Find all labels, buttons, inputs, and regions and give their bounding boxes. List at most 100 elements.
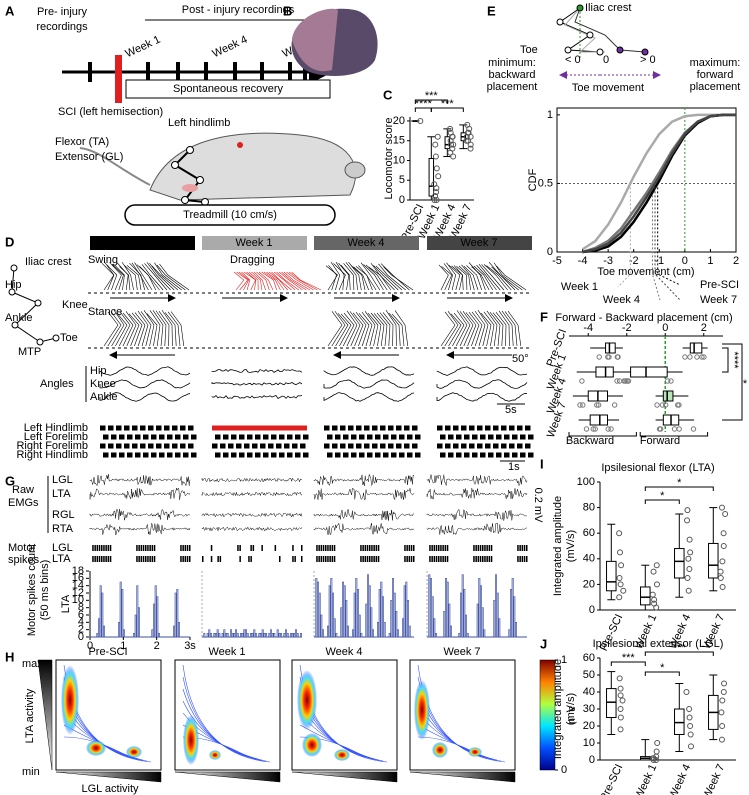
y-tick-label: 0.5 (538, 177, 553, 189)
spike (250, 545, 252, 551)
spike (180, 556, 182, 562)
spike (101, 545, 103, 551)
spike (182, 545, 184, 551)
bar (508, 629, 511, 638)
box (674, 548, 685, 579)
spike (362, 545, 364, 551)
footfall (172, 425, 178, 431)
spike (327, 545, 329, 551)
angle-trace (323, 392, 415, 402)
limb-schematic-fwd (574, 7, 646, 53)
colorbar-tick-label: 1 (561, 654, 567, 666)
spike (444, 556, 447, 562)
footfall (399, 452, 405, 458)
label: Swing (88, 254, 118, 266)
footfall (132, 425, 138, 431)
colorbar-tick-label: 0 (561, 764, 567, 776)
bar (450, 625, 452, 638)
spike (101, 556, 103, 562)
label: Post - injury recordings (182, 4, 295, 16)
spike (479, 556, 482, 562)
stick-swing (473, 265, 494, 291)
group-bracket (568, 432, 637, 437)
footfall (212, 443, 218, 449)
stick-stance (379, 312, 391, 347)
footfall (415, 434, 421, 440)
angle-trace (323, 366, 415, 376)
bar (99, 585, 102, 638)
bar (428, 574, 431, 638)
stick-stance (388, 312, 401, 347)
bar (466, 633, 469, 638)
spike (329, 545, 331, 551)
data-point (649, 591, 656, 598)
spike (440, 556, 442, 562)
footfall (461, 425, 467, 431)
bar (360, 633, 363, 638)
outlier (579, 378, 585, 384)
stick-swing (441, 266, 453, 291)
footfall (480, 452, 486, 458)
data-point (719, 723, 726, 729)
stick-swing (263, 271, 281, 291)
label: Motor spikes count (26, 544, 38, 636)
sig-bracket (722, 343, 743, 421)
spike (404, 545, 406, 551)
y-tick-label: 60 (583, 527, 595, 539)
legend-label: Week 7 (700, 294, 737, 306)
data-point (685, 587, 692, 594)
stick-swing (266, 271, 285, 291)
spike (149, 545, 151, 551)
y-tick-label: 16 (72, 572, 84, 584)
footfall (348, 425, 354, 431)
footfall (391, 434, 397, 440)
bar (461, 574, 464, 638)
timeline-tick (176, 62, 180, 82)
y-tick-label: 30 (583, 703, 595, 715)
stick-swing (483, 264, 508, 291)
marker (186, 146, 194, 154)
y-tick-label: 0 (589, 754, 595, 766)
bar (226, 633, 229, 638)
spike (523, 556, 526, 562)
footfall (324, 443, 330, 449)
bar (465, 614, 467, 638)
data-point (651, 600, 658, 607)
footfall (156, 425, 162, 431)
y-tick-label: 0 (547, 246, 553, 258)
footfall (437, 425, 443, 431)
bar (136, 585, 139, 638)
footfall (485, 443, 491, 449)
column-header-label: Pre-SCI (122, 237, 161, 249)
stick-stance (103, 311, 119, 347)
spike (366, 556, 369, 562)
panel-label: I (540, 456, 544, 471)
panel-title: Week 1 (208, 646, 245, 658)
data-point (653, 562, 660, 569)
stick-swing (146, 262, 171, 291)
spike (517, 545, 519, 551)
sig-bracket (430, 107, 464, 112)
spike (98, 556, 101, 562)
footfall (180, 425, 186, 431)
cdf-line (582, 113, 736, 254)
stick-swing (236, 271, 249, 291)
spike (371, 545, 373, 551)
column-header (90, 236, 195, 250)
spike (301, 545, 303, 551)
footfall (512, 452, 518, 458)
heat-blob (61, 665, 79, 735)
group-label: Backward (566, 435, 614, 447)
stick-stance (140, 311, 152, 347)
joint (641, 48, 649, 56)
bar (430, 578, 432, 638)
emg-trace (313, 487, 415, 501)
y-tick-label: 14 (72, 580, 84, 592)
bar (270, 629, 272, 638)
data-point (684, 507, 691, 514)
spike (446, 545, 449, 551)
footfall (525, 443, 531, 449)
footfall (268, 443, 274, 449)
spike (446, 556, 449, 562)
footfall (279, 452, 285, 458)
